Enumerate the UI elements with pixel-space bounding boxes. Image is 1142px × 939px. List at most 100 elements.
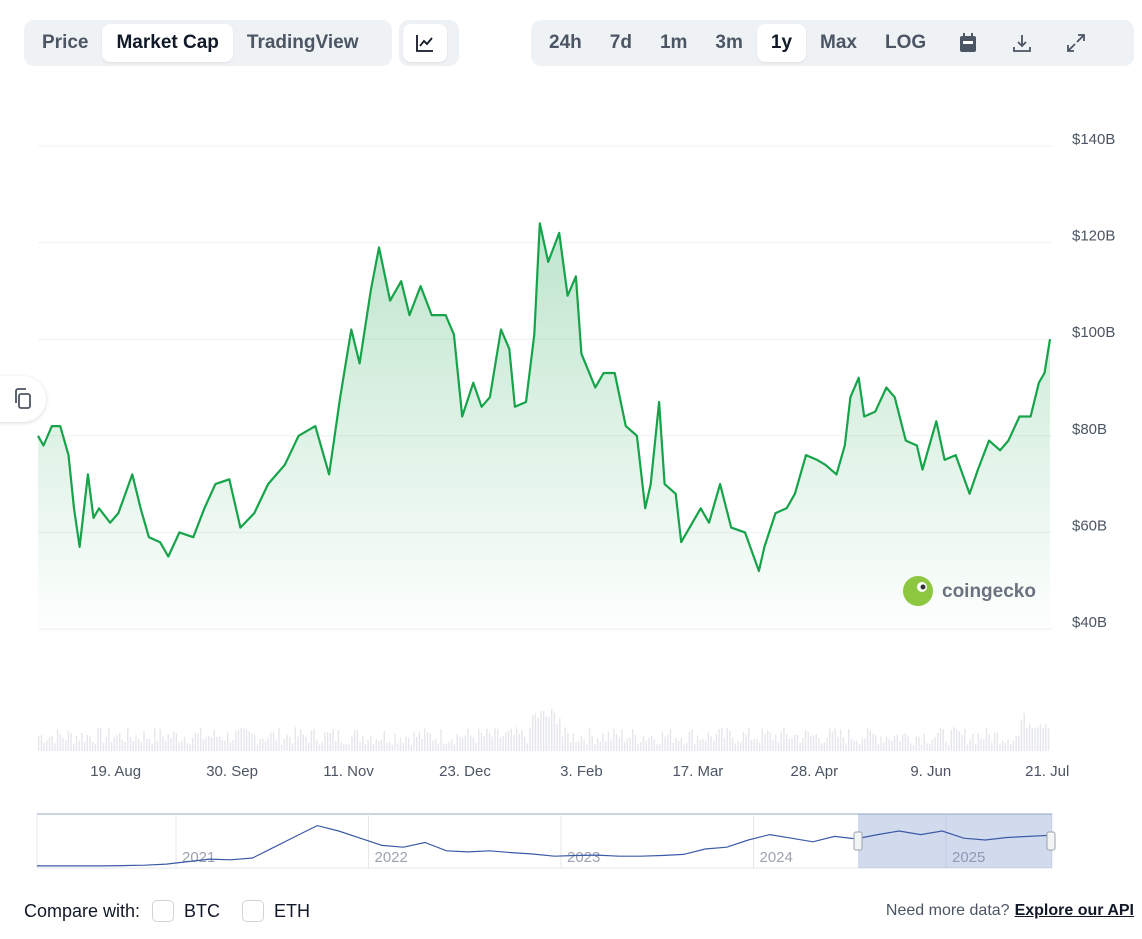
volume-bar xyxy=(599,741,601,751)
volume-bar xyxy=(515,727,518,751)
volume-bar xyxy=(821,743,823,751)
navigator-year-label: 2025 xyxy=(952,849,985,866)
volume-bar xyxy=(453,744,456,751)
volume-bar xyxy=(105,737,107,751)
volume-bar xyxy=(424,728,426,751)
volume-bar xyxy=(753,738,755,751)
volume-bar xyxy=(551,709,553,751)
volume-bar xyxy=(918,736,920,751)
range-7d[interactable]: 7d xyxy=(609,32,632,53)
chart-mode-tabs: Price Market Cap TradingView xyxy=(24,20,392,66)
chart-type-button[interactable] xyxy=(403,24,447,62)
tab-tradingview[interactable]: TradingView xyxy=(246,32,359,53)
tab-market-cap[interactable]: Market Cap xyxy=(102,24,233,62)
volume-bar xyxy=(875,735,877,751)
volume-bar xyxy=(750,740,753,751)
tab-price[interactable]: Price xyxy=(42,32,89,53)
download-button[interactable] xyxy=(1002,24,1042,62)
volume-bar xyxy=(615,734,618,751)
range-24h[interactable]: 24h xyxy=(549,32,582,53)
volume-bar xyxy=(667,735,669,751)
volume-bar xyxy=(189,744,191,751)
volume-bar xyxy=(429,733,431,751)
volume-bar xyxy=(904,733,907,751)
volume-bar xyxy=(132,740,134,751)
volume-bar xyxy=(494,727,496,751)
market-cap-line xyxy=(37,222,1052,573)
y-tick-label: $100B xyxy=(1072,324,1115,341)
range-max[interactable]: Max xyxy=(820,32,857,53)
volume-bar xyxy=(877,744,880,751)
volume-bar xyxy=(121,739,124,751)
volume-bar xyxy=(761,728,763,751)
volume-bar xyxy=(950,729,952,751)
volume-bar xyxy=(38,736,40,751)
volume-bar xyxy=(308,742,310,751)
fullscreen-button[interactable] xyxy=(1056,24,1096,62)
volume-bar xyxy=(561,736,564,751)
volume-bar xyxy=(740,742,742,751)
compare-btc-checkbox[interactable] xyxy=(152,900,175,922)
explore-api-link[interactable]: Explore our API xyxy=(1014,902,1134,919)
volume-bar xyxy=(256,744,259,751)
volume-bar xyxy=(588,727,591,751)
volume-bar xyxy=(591,735,593,751)
volume-bar xyxy=(618,737,620,751)
volume-bar xyxy=(532,715,534,751)
volume-bar xyxy=(159,729,161,751)
volume-bar xyxy=(953,727,955,751)
volume-bar xyxy=(831,731,834,751)
volume-bar xyxy=(661,731,664,751)
volume-bar xyxy=(942,729,944,751)
range-1y[interactable]: 1y xyxy=(756,24,807,62)
volume-bar xyxy=(680,737,682,751)
volume-bar xyxy=(648,737,650,751)
range-3m[interactable]: 3m xyxy=(715,32,743,53)
volume-bar xyxy=(440,729,442,751)
volume-bar xyxy=(200,727,202,751)
volume-bar xyxy=(572,732,574,751)
volume-bar xyxy=(775,734,777,751)
volume-bar xyxy=(756,739,758,751)
volume-bar xyxy=(321,742,323,751)
volume-bar xyxy=(983,739,985,751)
compare-btc-label[interactable]: BTC xyxy=(184,900,221,921)
volume-bar xyxy=(842,737,844,751)
volume-bar xyxy=(969,739,971,751)
navigator-selection[interactable] xyxy=(858,814,1052,868)
volume-bar xyxy=(937,732,939,751)
log-toggle[interactable]: LOG xyxy=(884,32,927,53)
navigator[interactable]: 2021 2022 2023 2024 2025 xyxy=(0,810,1142,880)
volume-bar xyxy=(399,737,402,751)
navigator-handle-right[interactable] xyxy=(1046,831,1056,851)
volume-bar xyxy=(607,731,610,751)
volume-bar xyxy=(810,735,812,751)
x-tick-label: 23. Dec xyxy=(439,763,491,780)
volume-bar xyxy=(961,734,963,751)
compare-eth-label[interactable]: ETH xyxy=(274,900,311,921)
volume-bar xyxy=(183,736,186,751)
volume-bar xyxy=(497,729,499,751)
volume-bar xyxy=(605,740,607,751)
volume-bar xyxy=(434,738,437,751)
compare-eth-checkbox[interactable] xyxy=(242,900,265,922)
volume-bar xyxy=(65,739,67,751)
volume-bar xyxy=(291,743,294,751)
volume-bar xyxy=(356,729,358,751)
volume-bar xyxy=(1026,728,1028,751)
calendar-button[interactable] xyxy=(948,24,988,62)
volume-bar xyxy=(594,744,596,751)
volume-bar xyxy=(1001,740,1004,751)
volume-bar xyxy=(83,742,86,751)
navigator-handle-left[interactable] xyxy=(853,831,863,851)
volume-bar xyxy=(985,727,988,751)
range-1m[interactable]: 1m xyxy=(659,32,688,53)
volume-bar xyxy=(910,743,912,751)
volume-bar xyxy=(583,739,585,751)
volume-bar xyxy=(929,743,931,751)
volume-bar xyxy=(691,729,693,751)
volume-bar xyxy=(920,744,923,751)
copy-button[interactable] xyxy=(0,376,46,422)
volume-bar xyxy=(707,731,709,751)
volume-bar xyxy=(578,741,580,751)
